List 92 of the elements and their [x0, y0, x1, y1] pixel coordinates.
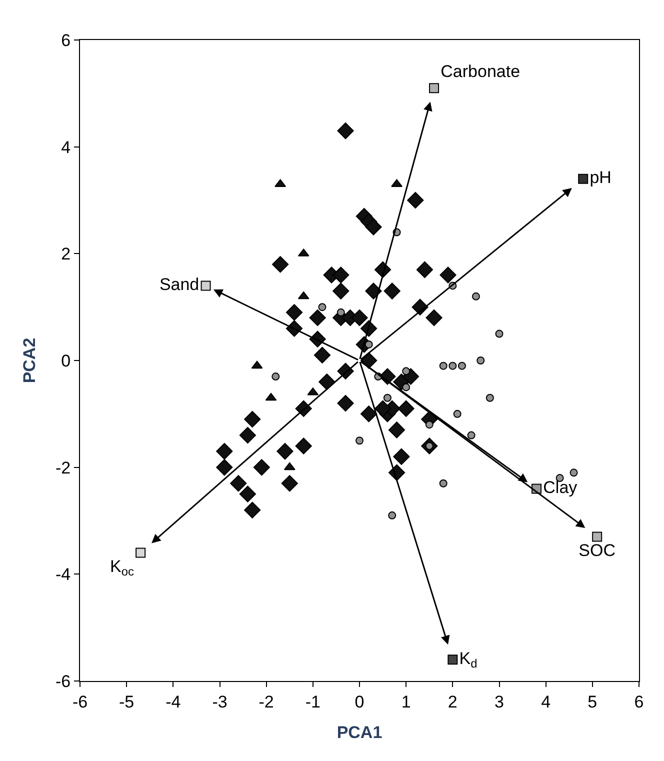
y-tick-label: 6: [61, 30, 71, 50]
point: [472, 292, 480, 300]
x-tick-label: -4: [166, 692, 181, 712]
point: [356, 436, 364, 445]
y-tick-label: -6: [55, 672, 71, 691]
point: [429, 83, 440, 94]
point: [272, 256, 289, 273]
point: [398, 400, 414, 417]
point: [251, 360, 263, 369]
point: [467, 431, 476, 440]
point: [239, 486, 256, 502]
point: [388, 422, 406, 438]
point: [239, 426, 256, 444]
annotation: Clay: [543, 478, 578, 497]
point: [298, 291, 310, 300]
point: [318, 303, 326, 312]
annotation: K$_{oc}$: [110, 557, 134, 579]
point: [332, 266, 350, 284]
y-tick-label: -2: [55, 458, 71, 478]
point: [309, 309, 326, 326]
annotation: pH: [590, 168, 612, 188]
annotation: Sand: [159, 274, 200, 294]
x-tick-label: 0: [354, 692, 364, 712]
x-tick-label: 3: [494, 692, 504, 712]
point: [592, 532, 602, 542]
x-tick-label: 2: [448, 692, 458, 712]
point: [272, 372, 280, 381]
point: [440, 266, 456, 284]
point: [244, 502, 261, 518]
point: [318, 374, 336, 390]
point: [458, 362, 466, 370]
point: [351, 309, 368, 326]
point: [402, 367, 410, 376]
point: [495, 330, 504, 338]
point: [383, 394, 392, 402]
point: [230, 475, 247, 492]
point: [216, 443, 233, 460]
x-tick-label: 4: [541, 692, 551, 712]
point: [337, 122, 354, 140]
annotation: SOC: [578, 541, 616, 560]
annotation: K$_{d}$: [459, 648, 478, 670]
point: [384, 282, 400, 300]
y-tick-label: 0: [61, 351, 71, 370]
point: [439, 479, 448, 488]
x-tick-label: 6: [634, 692, 644, 712]
point: [448, 362, 457, 370]
point: [365, 282, 382, 300]
point: [200, 280, 211, 291]
point: [416, 261, 434, 278]
point: [407, 192, 424, 209]
x-tick-label: -1: [305, 692, 320, 712]
x-tick-label: 1: [401, 692, 411, 712]
point: [337, 394, 354, 412]
y-axis-title: PCA2: [20, 338, 40, 384]
point: [295, 438, 312, 454]
point: [486, 394, 494, 402]
point: [439, 362, 448, 370]
point: [286, 304, 303, 321]
y-tick-label: 2: [61, 244, 71, 264]
point: [332, 282, 350, 300]
x-axis-title: PCA1: [336, 722, 382, 742]
point: [253, 459, 270, 476]
point: [426, 309, 442, 326]
point: [374, 400, 392, 417]
point: [453, 410, 462, 418]
point: [448, 654, 458, 665]
point: [244, 410, 261, 428]
x-tick-label: -2: [258, 692, 274, 712]
point: [336, 308, 345, 316]
point: [360, 406, 378, 422]
point: [476, 356, 485, 364]
point: [314, 346, 331, 364]
annotation: Carbonate: [440, 62, 520, 82]
x-tick-label: -3: [212, 692, 228, 712]
point: [393, 448, 410, 465]
point: [136, 548, 146, 558]
y-tick-label: 4: [61, 138, 71, 157]
x-tick-label: 5: [588, 692, 598, 712]
point: [276, 443, 294, 460]
point: [216, 459, 233, 476]
point: [265, 392, 277, 401]
y-tick-label: -4: [55, 565, 71, 584]
point: [578, 174, 588, 184]
point: [364, 340, 373, 348]
point: [281, 475, 298, 492]
point: [425, 420, 434, 429]
point: [402, 383, 410, 392]
point: [284, 462, 296, 470]
point: [388, 511, 396, 520]
point: [365, 218, 382, 236]
x-tick-label: -5: [119, 692, 134, 712]
point: [570, 468, 578, 477]
